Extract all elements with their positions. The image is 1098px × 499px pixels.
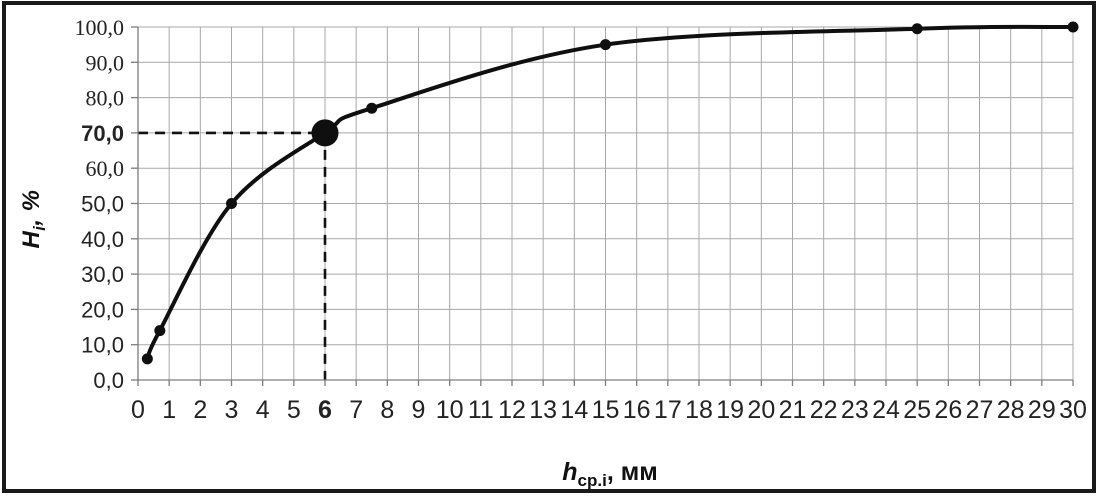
x-tick-label: 10 bbox=[436, 396, 464, 424]
y-tick-label: 50,0 bbox=[81, 192, 124, 217]
y-axis-title-subscript: i bbox=[30, 225, 49, 231]
data-point-marker bbox=[366, 102, 378, 114]
data-point-marker bbox=[600, 39, 611, 51]
x-tick-label: 6 bbox=[318, 396, 332, 424]
x-axis-title: hср.i, мм bbox=[562, 458, 657, 491]
x-tick-label: 20 bbox=[747, 396, 775, 424]
x-tick-label: 7 bbox=[349, 396, 363, 424]
x-tick-label: 8 bbox=[380, 396, 394, 424]
y-tick-label: 80,0 bbox=[86, 86, 125, 111]
x-tick-label: 27 bbox=[966, 396, 994, 424]
x-tick-label: 9 bbox=[412, 396, 426, 424]
x-tick-label: 17 bbox=[654, 396, 682, 424]
x-tick-label: 14 bbox=[560, 396, 588, 424]
y-tick-label: 10,0 bbox=[81, 333, 124, 358]
x-tick-label: 19 bbox=[716, 396, 744, 424]
y-axis-title-units: , % bbox=[18, 189, 46, 226]
x-axis-title-units: , мм bbox=[606, 458, 658, 486]
x-tick-label: 28 bbox=[997, 396, 1025, 424]
data-point-marker bbox=[911, 23, 923, 35]
x-tick-label: 3 bbox=[225, 396, 239, 424]
x-tick-label: 22 bbox=[810, 396, 838, 424]
y-axis-title-symbol: H bbox=[18, 230, 46, 249]
data-point-marker bbox=[154, 325, 166, 337]
y-axis-title: Hi, % bbox=[18, 189, 50, 248]
x-tick-label: 11 bbox=[468, 396, 494, 424]
data-point-marker bbox=[1067, 21, 1079, 33]
y-tick-label: 20,0 bbox=[81, 297, 124, 322]
y-tick-label: 30,0 bbox=[81, 262, 124, 287]
x-tick-label: 16 bbox=[623, 396, 651, 424]
y-tick-label: 0,0 bbox=[93, 368, 124, 393]
x-tick-label: 12 bbox=[498, 396, 526, 424]
x-tick-label: 23 bbox=[841, 396, 869, 424]
data-point-marker bbox=[141, 353, 153, 365]
x-tick-label: 4 bbox=[256, 396, 270, 424]
x-axis-title-subscript: ср.i bbox=[577, 471, 607, 490]
x-tick-label: 26 bbox=[934, 396, 962, 424]
x-tick-label: 21 bbox=[779, 396, 807, 424]
x-tick-label: 2 bbox=[193, 396, 207, 424]
x-tick-label: 13 bbox=[529, 396, 557, 424]
x-tick-label: 15 bbox=[592, 396, 620, 424]
y-tick-label: 40,0 bbox=[81, 227, 124, 252]
x-tick-label: 30 bbox=[1059, 396, 1087, 424]
highlight-marker bbox=[311, 119, 339, 147]
y-tick-label: 70,0 bbox=[81, 121, 124, 146]
y-tick-label: 90,0 bbox=[86, 50, 125, 75]
x-tick-label: 1 bbox=[162, 396, 176, 424]
x-tick-label: 18 bbox=[685, 396, 713, 424]
x-tick-label: 24 bbox=[872, 396, 900, 424]
y-tick-label: 60,0 bbox=[86, 156, 125, 181]
x-axis-title-symbol: h bbox=[562, 458, 578, 486]
x-tick-label: 29 bbox=[1028, 396, 1056, 424]
x-tick-label: 25 bbox=[903, 396, 931, 424]
data-point-marker bbox=[226, 198, 237, 209]
x-tick-label: 0 bbox=[131, 396, 145, 424]
x-tick-label: 5 bbox=[287, 396, 301, 424]
y-tick-label: 100,0 bbox=[75, 15, 125, 40]
